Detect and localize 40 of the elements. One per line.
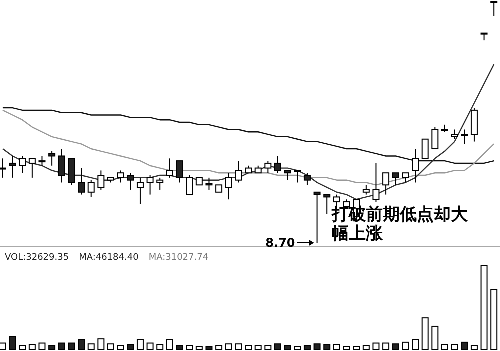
candlestick (0, 158, 6, 178)
candlestick (58, 148, 66, 184)
candlestick (88, 180, 95, 198)
candlestick (284, 170, 292, 181)
candlestick (28, 158, 36, 178)
candlestick (146, 175, 154, 196)
candlestick (98, 170, 105, 190)
candlestick (38, 156, 46, 166)
candlestick (264, 160, 272, 174)
candlestick (294, 170, 302, 184)
candlestick (117, 170, 124, 184)
candlestick (127, 172, 134, 190)
candlestick (362, 184, 370, 196)
candlestick (156, 177, 164, 190)
annotation: 8.70 (266, 236, 296, 250)
candlestick (19, 156, 26, 174)
candlestick (136, 177, 144, 205)
candlestick (461, 129, 468, 145)
candlestick (176, 160, 184, 184)
candlestick (206, 177, 213, 190)
candlestick (392, 172, 400, 186)
text: VOL:32629.35 (5, 253, 70, 263)
candlestick (412, 148, 420, 184)
candlestick (166, 158, 174, 178)
text: MA:31027.74 (148, 253, 209, 263)
candlestick (225, 172, 232, 200)
candlestick (490, 2, 498, 17)
candlestick (9, 156, 16, 178)
candlestick (324, 194, 331, 215)
candlestick (274, 156, 282, 174)
candlestick (402, 172, 410, 184)
candlestick (451, 129, 458, 140)
text: MA:46184.40 (79, 253, 140, 263)
candlestick (48, 150, 56, 166)
candlestick (382, 172, 390, 196)
candlestick (78, 168, 86, 196)
candlestick (235, 160, 242, 184)
candlestick (304, 172, 311, 186)
candlestick (372, 162, 380, 203)
candlestick (314, 192, 321, 244)
